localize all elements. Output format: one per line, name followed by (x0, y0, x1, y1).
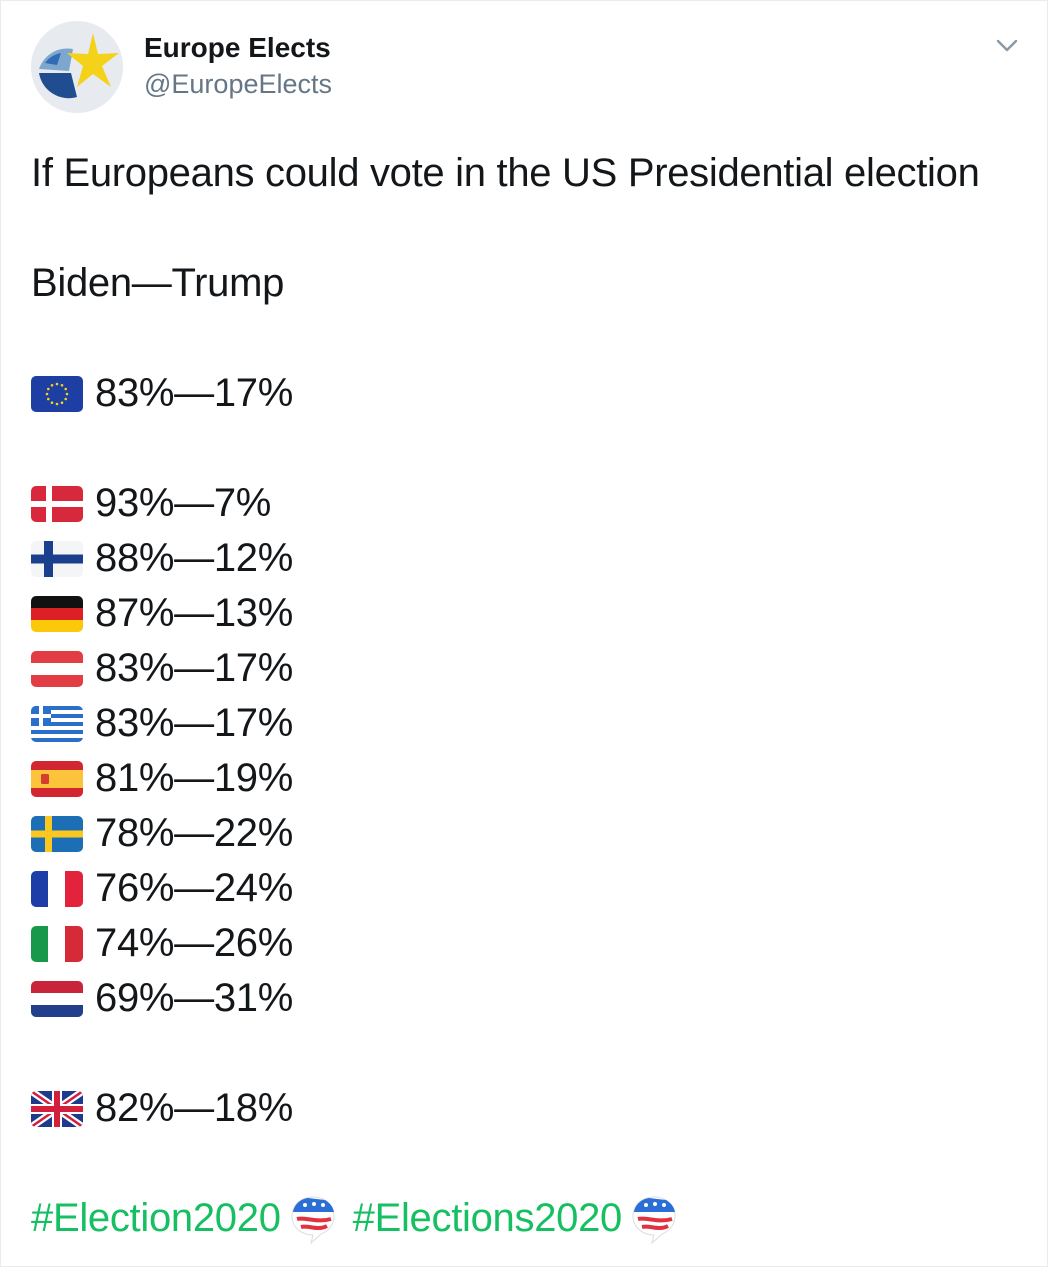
germany-flag-icon (31, 595, 83, 632)
result-row-germany: 87%—13% (31, 586, 1031, 641)
greece-flag-icon (31, 705, 83, 742)
result-value: 83%—17% (95, 371, 294, 415)
result-row-sweden: 78%—22% (31, 806, 1031, 861)
tweet-text: If Europeans could vote in the US Presid… (31, 146, 1031, 1246)
result-row-france: 76%—24% (31, 861, 1031, 916)
result-row-austria: 83%—17% (31, 641, 1031, 696)
us-election-badge-icon (628, 1193, 680, 1245)
uk-flag-icon (31, 1090, 83, 1127)
result-row-denmark: 93%—7% (31, 476, 1031, 531)
spacer (31, 1026, 1031, 1081)
result-value: 69%—31% (95, 976, 294, 1020)
result-value: 93%—7% (95, 481, 272, 525)
spacer (31, 421, 1031, 476)
spain-flag-icon (31, 760, 83, 797)
netherlands-flag-icon (31, 980, 83, 1017)
result-value: 83%—17% (95, 701, 294, 745)
result-value: 82%—18% (95, 1086, 294, 1130)
result-row-eu: 83%—17% (31, 366, 1031, 421)
result-row-finland: 88%—12% (31, 531, 1031, 586)
hashtag-elections2020[interactable]: #Elections2020 (352, 1196, 623, 1240)
denmark-flag-icon (31, 485, 83, 522)
austria-flag-icon (31, 650, 83, 687)
spacer (31, 1136, 1031, 1191)
result-value: 81%—19% (95, 756, 294, 800)
result-value: 78%—22% (95, 811, 294, 855)
result-value: 88%—12% (95, 536, 294, 580)
tweet-matchup: Biden—Trump (31, 261, 285, 305)
display-name[interactable]: Europe Elects (144, 32, 331, 63)
europe-elects-logo-icon (31, 21, 123, 113)
hashtag-row: #Election2020 #Elections2020 (31, 1191, 1031, 1246)
france-flag-icon (31, 870, 83, 907)
eu-flag-icon (31, 375, 83, 412)
result-value: 74%—26% (95, 921, 294, 965)
result-value: 76%—24% (95, 866, 294, 910)
tweet-header: Europe Elects @EuropeElects (31, 21, 1021, 113)
italy-flag-icon (31, 925, 83, 962)
sweden-flag-icon (31, 815, 83, 852)
user-handle[interactable]: @EuropeElects (144, 69, 332, 99)
chevron-down-icon[interactable] (993, 31, 1021, 59)
result-row-spain: 81%—19% (31, 751, 1031, 806)
hashtag-election2020[interactable]: #Election2020 (31, 1196, 281, 1240)
result-value: 87%—13% (95, 591, 294, 635)
result-row-italy: 74%—26% (31, 916, 1031, 971)
finland-flag-icon (31, 540, 83, 577)
result-value: 83%—17% (95, 646, 294, 690)
spacer (31, 201, 1031, 256)
result-row-greece: 83%—17% (31, 696, 1031, 751)
result-row-netherlands: 69%—31% (31, 971, 1031, 1026)
tweet-intro: If Europeans could vote in the US Presid… (31, 151, 980, 195)
result-row-uk: 82%—18% (31, 1081, 1031, 1136)
avatar[interactable] (31, 21, 123, 113)
author-names: Europe Elects @EuropeElects (144, 31, 332, 101)
us-election-badge-icon (287, 1193, 339, 1245)
spacer (31, 311, 1031, 366)
